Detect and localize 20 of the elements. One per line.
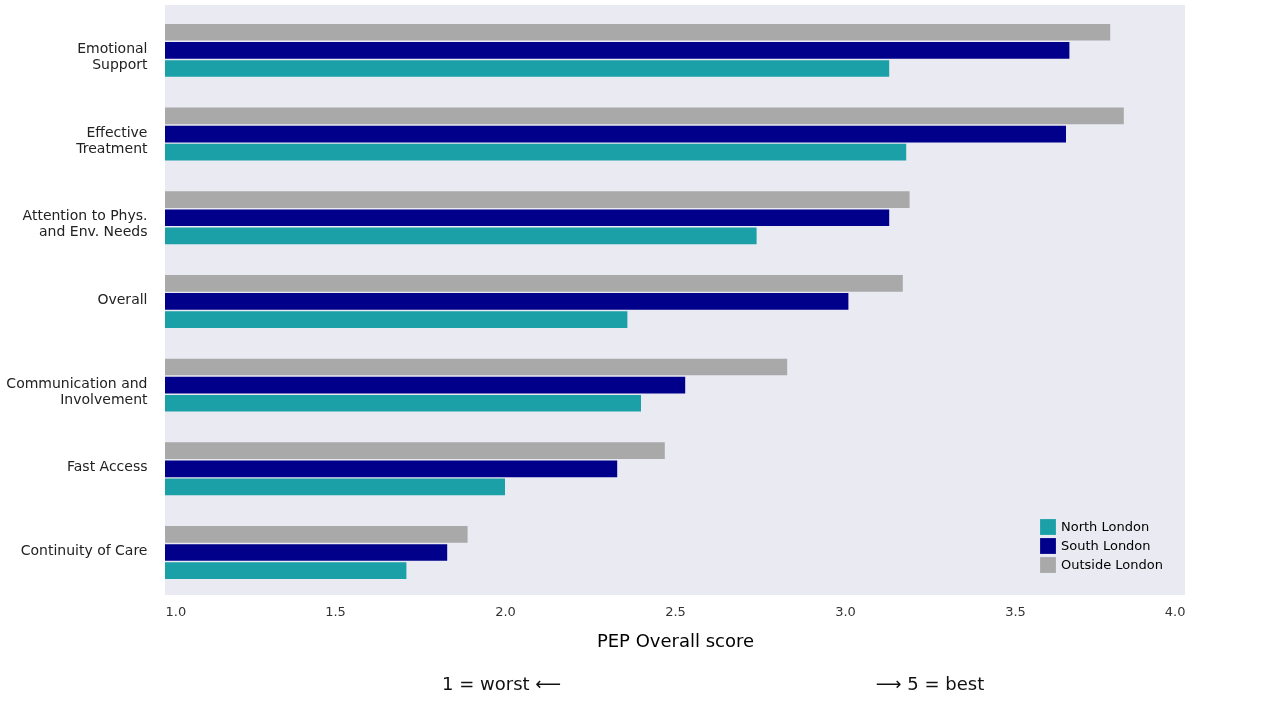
y-tick-label: Attention to Phys. and Env. Needs <box>22 207 148 240</box>
x-tick-label: 2.0 <box>495 603 516 619</box>
y-tick-label: Effective Treatment <box>75 123 148 156</box>
legend-label: Outside London <box>1061 557 1163 572</box>
x-tick-label: 2.5 <box>665 603 686 619</box>
text: 1 = worst ⟵ <box>442 673 562 694</box>
x-axis-title: PEP Overall score <box>596 629 755 651</box>
y-tick-label: Fast Access <box>66 458 148 475</box>
x-tick-label: 4.0 <box>1164 603 1186 619</box>
legend-label: North London <box>1061 519 1150 534</box>
y-tick-label: Emotional Support <box>77 39 149 72</box>
x-tick-label: 3.5 <box>1005 603 1026 619</box>
y-tick-label: Communication and Involvement <box>6 374 148 407</box>
legend-label: South London <box>1061 538 1151 553</box>
text: ⟶ 5 = best <box>875 673 985 694</box>
x-tick-label: 3.0 <box>835 603 856 619</box>
y-tick-label: Continuity of Care <box>20 542 148 559</box>
x-tick-label: 1.5 <box>325 603 346 619</box>
x-tick-label: 1.0 <box>165 603 187 619</box>
y-tick-label: Overall <box>97 291 148 307</box>
